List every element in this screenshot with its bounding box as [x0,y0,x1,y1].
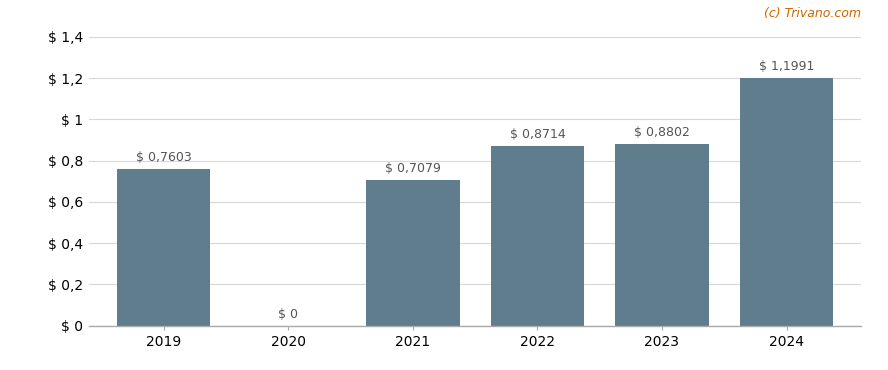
Bar [615,144,709,326]
Text: $ 0: $ 0 [278,309,298,322]
Bar [491,146,584,326]
Text: $ 0,8714: $ 0,8714 [510,128,566,141]
Text: (c) Trivano.com: (c) Trivano.com [765,7,861,20]
Text: $ 0,8802: $ 0,8802 [634,126,690,139]
Text: $ 1,1991: $ 1,1991 [759,60,814,73]
Text: $ 0,7603: $ 0,7603 [136,151,192,164]
Bar [740,78,833,326]
Bar [117,169,210,326]
Text: $ 0,7079: $ 0,7079 [385,162,440,175]
Bar [366,180,459,326]
